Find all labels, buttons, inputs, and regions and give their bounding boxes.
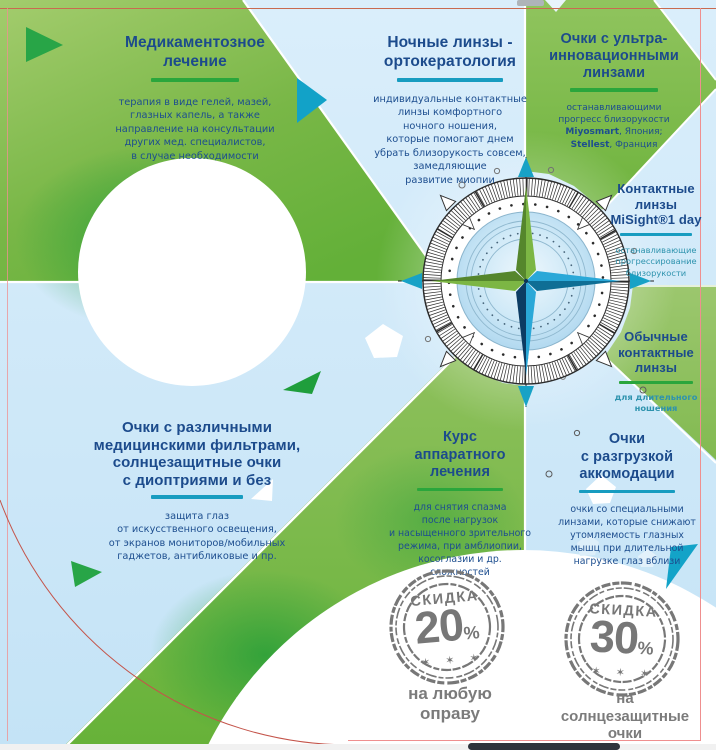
section-accommodation: Очки с разгрузкой аккомодации очки со сп…: [554, 431, 700, 569]
bottom-strip: [0, 744, 716, 750]
section-body: для длительного ношения: [614, 392, 698, 414]
section-body: останавливающими прогресс близорукости Mi…: [537, 102, 691, 152]
section-body: защита глаз от искусственного освещения,…: [108, 510, 286, 563]
section-title: Медикаментозное лечение: [124, 34, 266, 70]
bottom-white-circle: [205, 550, 716, 750]
title-underline: [579, 489, 675, 493]
percent-sign: %: [637, 638, 655, 659]
diagonal-arrowheads: [439, 194, 613, 368]
section-title: Ночные линзы - ортокератология: [383, 34, 517, 70]
section-filters: Очки с различными медицинскими фильтрами…: [57, 419, 337, 564]
title-underline: [151, 78, 239, 82]
discount-stamp-30: СКИДКА 30% ✶ ✶ ✶: [558, 575, 686, 703]
stamp-caption-frame: на любую оправу: [408, 684, 492, 724]
section-body: очки со специальными линзами, которые сн…: [558, 504, 696, 567]
section-ultra-lenses: Очки с ультра- инновационными линзами ос…: [537, 31, 691, 151]
section-title: Обычные контактные линзы: [618, 329, 694, 375]
section-medication: Медикаментозное лечение терапия в виде г…: [62, 33, 328, 163]
section-night-lenses: Ночные линзы - ортокератология индивидуа…: [332, 33, 568, 187]
section-title: Очки с разгрузкой аккомодации: [579, 431, 675, 482]
brand-miyosmart: Miyosmart: [565, 127, 620, 138]
section-title: Очки с ультра- инновационными линзами: [549, 31, 679, 81]
title-underline: [620, 232, 692, 236]
section-title: Курс аппаратного лечения: [414, 429, 506, 480]
title-underline: [151, 495, 243, 499]
brand2-country: , Франция: [609, 139, 658, 150]
compass-star: [431, 186, 621, 376]
brand1-country: , Япония;: [619, 127, 663, 138]
compass-rose-icon: [398, 157, 654, 407]
title-underline: [619, 380, 693, 384]
logo-placeholder-circle: [78, 158, 306, 386]
section-title: Контактные линзы MiSight®1 day: [610, 181, 702, 227]
brand-stellest: Stellest: [570, 139, 610, 150]
section-body: индивидуальные контактные линзы комфортн…: [373, 93, 527, 186]
top-notch: [517, 0, 544, 6]
stamp-caption-sunglasses: на солнцезащитные очки: [560, 690, 690, 743]
print-guides: [0, 8, 716, 746]
ultra-body-intro: останавливающими прогресс близорукости: [558, 102, 670, 125]
confetti-shapes: [26, 0, 698, 715]
section-regular-lenses: Обычные контактные линзы для длительного…: [599, 329, 713, 415]
stamp-number: 20: [412, 598, 466, 654]
discount-stamp-20: СКИДКА 20% ✶ ✶ ✶: [381, 561, 513, 693]
stamp-rings-icon: [564, 581, 680, 697]
cardinal-pointers: [401, 157, 651, 407]
title-underline: [570, 88, 658, 92]
section-apparatus: Курс аппаратного лечения для снятия спаз…: [388, 429, 532, 580]
section-body: терапия в виде гелей, мазей, глазных кап…: [115, 96, 275, 162]
bottom-dark-element: [468, 743, 620, 750]
percent-sign: %: [462, 622, 481, 644]
section-body: останавливающие прогрессирование близору…: [615, 245, 697, 278]
stamp-number: 30: [588, 610, 640, 664]
title-underline: [417, 487, 503, 491]
section-misight: Контактные линзы MiSight®1 day останавли…: [597, 181, 715, 279]
section-title: Очки с различными медицинскими фильтрами…: [93, 419, 301, 489]
stamp-value: 30%: [560, 610, 684, 665]
title-underline: [397, 78, 503, 82]
stamp-rings-icon: [389, 569, 505, 685]
